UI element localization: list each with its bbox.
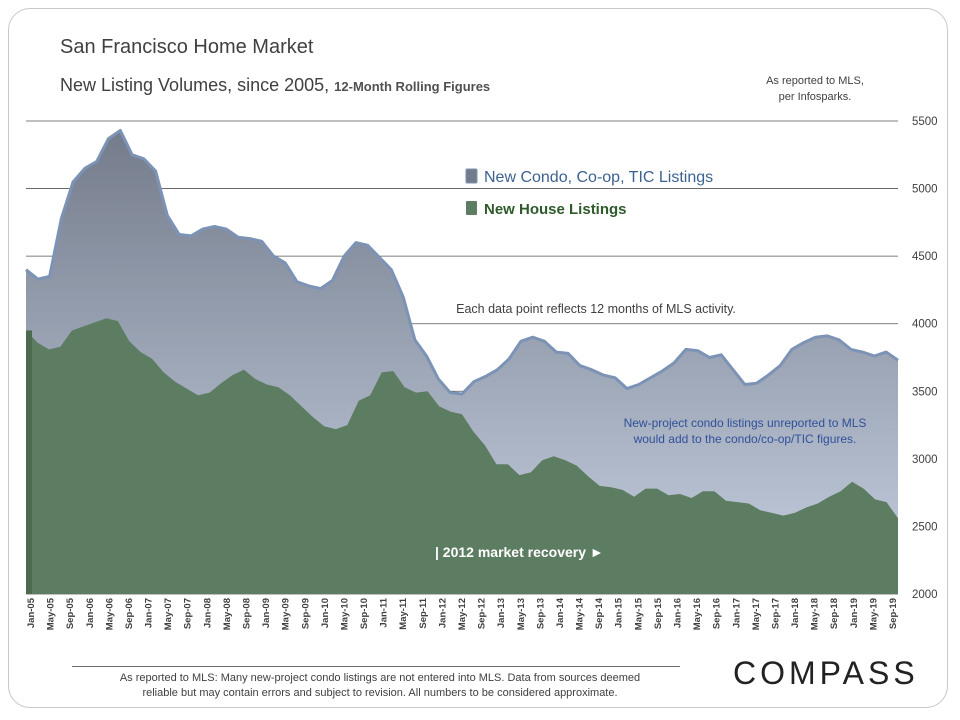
footnote: As reported to MLS: Many new-project con… — [78, 671, 682, 701]
x-tick-label: Sep-08 — [242, 598, 253, 629]
x-tick-label: Jan-11 — [379, 597, 390, 627]
x-tick-label: Sep-05 — [65, 597, 76, 629]
x-tick-label: May-10 — [339, 598, 350, 630]
y-tick-label: 3000 — [912, 454, 938, 466]
x-tick-label: Jan-15 — [614, 597, 625, 628]
x-tick-label: Sep-09 — [300, 598, 311, 629]
x-tick-label: Jan-08 — [202, 598, 213, 628]
x-tick-label: Sep-18 — [829, 598, 840, 629]
footnote-divider — [72, 666, 680, 667]
x-axis-ticks: Jan-05 May-05 Sep-05 Jan-06 May-06 Sep-06 Jan-… — [26, 597, 899, 630]
house-series-area — [26, 318, 898, 594]
x-tick-label: Jan-07 — [144, 598, 155, 628]
rolling-note: Each data point reflects 12 months of ML… — [456, 302, 736, 316]
house-left-shade — [26, 330, 32, 594]
x-tick-label: Sep-12 — [477, 598, 488, 629]
x-tick-label: Jan-16 — [673, 598, 684, 628]
x-tick-label: Sep-07 — [183, 598, 194, 629]
subtitle-main: New Listing Volumes, since 2005, — [60, 75, 330, 95]
x-tick-label: Jan-13 — [496, 598, 507, 628]
chart-subtitle: New Listing Volumes, since 2005, 12-Mont… — [60, 75, 490, 96]
legend: New Condo, Co-op, TIC Listings New House… — [465, 168, 713, 218]
x-tick-label: May-17 — [751, 598, 762, 630]
legend-house-label: New House Listings — [484, 201, 627, 218]
subtitle-small: 12-Month Rolling Figures — [334, 79, 491, 94]
y-tick-label: 3500 — [912, 386, 938, 398]
x-tick-label: Sep-10 — [359, 598, 370, 629]
x-tick-label: Sep-17 — [770, 598, 781, 629]
x-tick-label: Jan-10 — [320, 598, 331, 628]
x-tick-label: Jan-14 — [555, 597, 566, 628]
condo-note-line-2: would add to the condo/co-op/TIC figures… — [633, 432, 857, 446]
x-tick-label: Sep-19 — [888, 598, 899, 629]
source-line-1: As reported to MLS, — [766, 75, 864, 87]
x-tick-label: May-12 — [457, 598, 468, 630]
x-tick-label: May-06 — [104, 598, 115, 630]
x-tick-label: Jan-18 — [790, 598, 801, 628]
y-tick-label: 5500 — [912, 116, 938, 128]
x-tick-label: May-07 — [163, 598, 174, 630]
x-tick-label: May-18 — [810, 598, 821, 630]
footnote-line-2: reliable but may contain errors and subj… — [142, 687, 618, 699]
y-tick-label: 5000 — [912, 184, 938, 196]
x-tick-label: Jan-09 — [261, 598, 272, 628]
condo-series-line — [25, 129, 899, 396]
x-tick-label: Jan-12 — [437, 598, 448, 628]
x-tick-label: Sep-16 — [712, 598, 723, 629]
y-axis-ticks: 5500 5000 4500 4000 3500 3000 2500 2000 — [912, 116, 938, 601]
source-note: As reported to MLS, per Infosparks. — [740, 73, 890, 105]
x-tick-label: Sep-15 — [653, 597, 664, 629]
chart-title: San Francisco Home Market — [60, 36, 314, 58]
x-tick-label: Sep-06 — [124, 598, 135, 629]
y-tick-label: 2500 — [912, 521, 938, 533]
x-tick-label: Jan-17 — [731, 598, 742, 628]
x-tick-label: Sep-13 — [535, 598, 546, 629]
x-tick-label: May-15 — [633, 597, 644, 630]
y-tick-label: 4500 — [912, 251, 938, 263]
y-tick-label: 4000 — [912, 319, 938, 331]
source-line-2: per Infosparks. — [778, 91, 852, 103]
x-tick-label: May-19 — [868, 598, 879, 630]
footnote-line-1: As reported to MLS: Many new-project con… — [119, 672, 641, 684]
x-tick-label: May-16 — [692, 598, 703, 630]
x-tick-label: May-05 — [46, 597, 57, 630]
x-tick-label: Jan-06 — [85, 598, 96, 628]
legend-condo-swatch — [465, 168, 478, 184]
legend-house-swatch — [466, 201, 477, 215]
x-tick-label: May-14 — [575, 597, 586, 630]
condo-note-line-1: New-project condo listings unreported to… — [624, 416, 867, 430]
x-tick-label: May-11 — [398, 597, 409, 629]
x-tick-label: May-09 — [281, 598, 292, 630]
recovery-note: | 2012 market recovery ► — [435, 544, 604, 560]
x-tick-label: May-13 — [516, 598, 527, 630]
x-tick-label: Jan-05 — [26, 597, 37, 628]
legend-condo-label: New Condo, Co-op, TIC Listings — [484, 169, 713, 186]
x-tick-label: Sep-11 — [418, 597, 429, 628]
x-tick-label: May-08 — [222, 598, 233, 630]
y-tick-label: 2000 — [912, 589, 938, 601]
x-tick-label: Sep-14 — [594, 597, 605, 629]
compass-logo: COMPASS — [733, 655, 919, 691]
x-tick-label: Jan-19 — [849, 598, 860, 628]
